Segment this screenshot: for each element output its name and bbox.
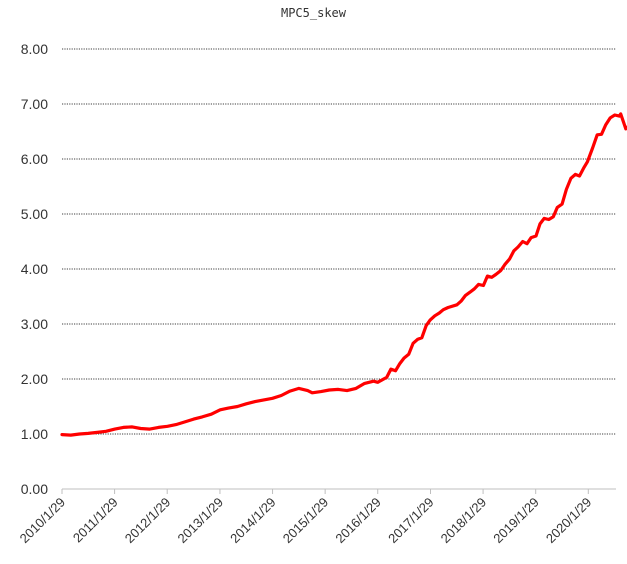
y-tick-label: 3.00 (21, 316, 48, 332)
x-tick-label: 2017/1/29 (385, 495, 437, 547)
series-layer (60, 112, 627, 437)
chart-title: MPC5_skew (280, 6, 347, 20)
y-tick-label: 4.00 (21, 261, 48, 277)
y-tick-label: 1.00 (21, 426, 48, 442)
x-tick-label: 2011/1/29 (70, 495, 121, 546)
x-tick-label: 2015/1/29 (280, 495, 332, 547)
x-tick-label: 2014/1/29 (227, 495, 279, 547)
x-tick-label: 2013/1/29 (175, 495, 227, 547)
x-tick-label: 2012/1/29 (122, 495, 174, 547)
x-tick-label: 2020/1/29 (543, 495, 595, 547)
y-tick-label: 2.00 (21, 371, 48, 387)
grid-layer (62, 48, 616, 435)
x-tick-label: 2010/1/29 (17, 495, 69, 547)
y-tick-labels: 0.00 1.00 2.00 3.00 4.00 5.00 6.00 7.00 8.00 (21, 41, 48, 497)
y-tick-label: 5.00 (21, 206, 48, 222)
x-tick-label: 2016/1/29 (332, 495, 384, 547)
series-line-0 (60, 112, 627, 437)
axis-layer (61, 488, 616, 494)
x-tick-label: 2019/1/29 (490, 495, 542, 547)
y-tick-label: 8.00 (21, 41, 48, 57)
x-tick-labels: 2010/1/29 2011/1/29 2012/1/29 2013/1/29 2014… (17, 495, 595, 547)
y-tick-label: 0.00 (21, 481, 48, 497)
y-tick-label: 6.00 (21, 151, 48, 167)
x-tick-label: 2018/1/29 (438, 495, 490, 547)
y-tick-label: 7.00 (21, 96, 48, 112)
